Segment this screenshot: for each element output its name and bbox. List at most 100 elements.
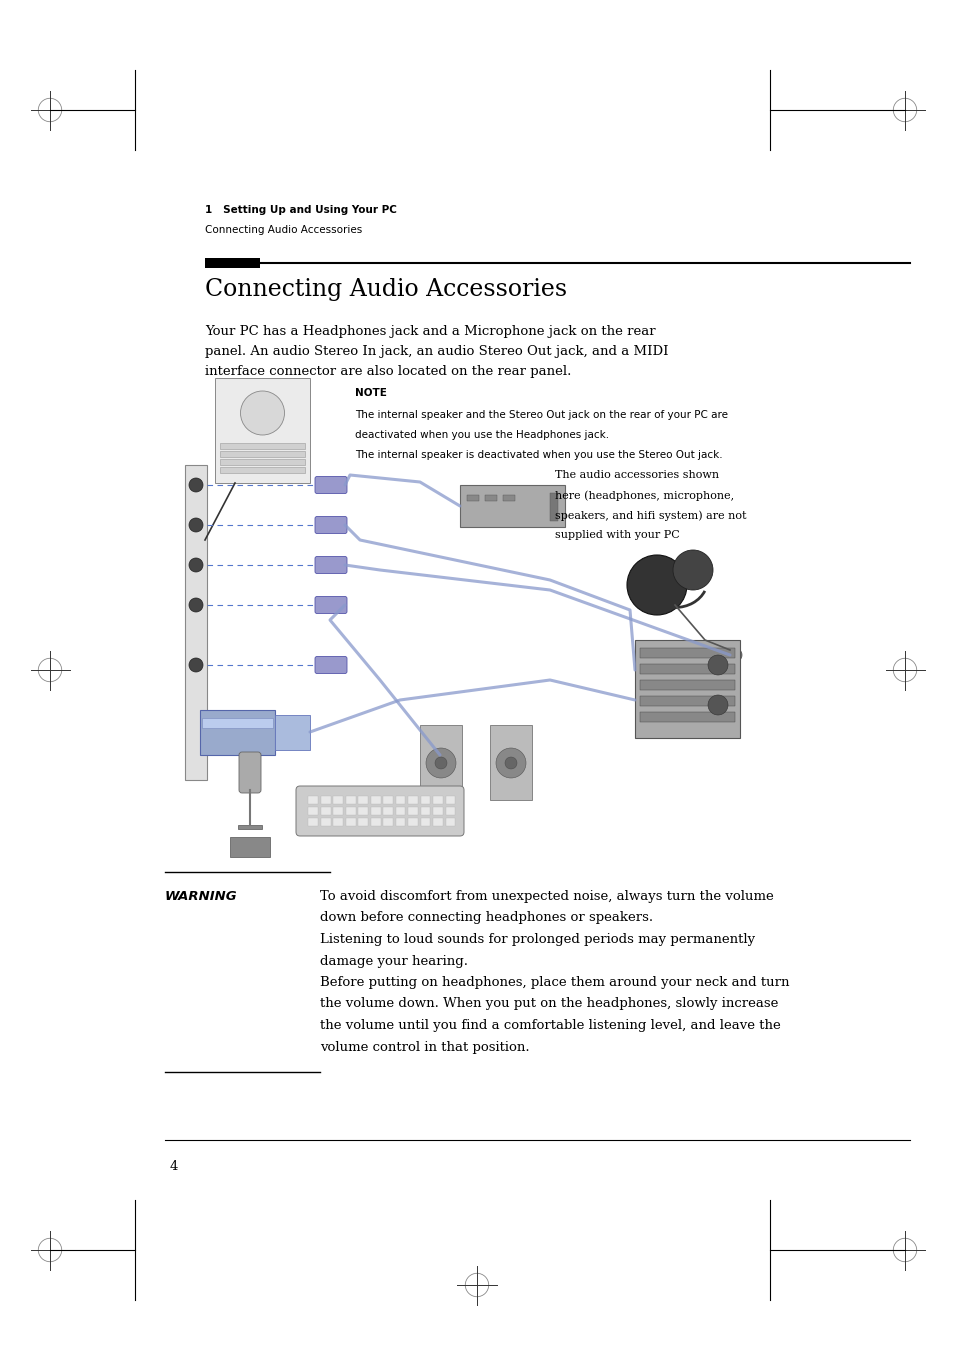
Circle shape bbox=[189, 598, 203, 612]
FancyBboxPatch shape bbox=[314, 516, 347, 534]
FancyBboxPatch shape bbox=[295, 786, 463, 836]
Bar bbox=[639, 680, 734, 690]
Bar bbox=[467, 494, 478, 501]
Circle shape bbox=[496, 748, 525, 778]
Bar bbox=[382, 796, 393, 804]
Text: volume control in that position.: volume control in that position. bbox=[319, 1040, 529, 1054]
Circle shape bbox=[189, 658, 203, 671]
Text: NOTE: NOTE bbox=[355, 388, 387, 399]
Bar bbox=[445, 807, 455, 815]
Text: Your PC has a Headphones jack and a Microphone jack on the rear: Your PC has a Headphones jack and a Micr… bbox=[205, 326, 655, 338]
Bar bbox=[484, 494, 497, 501]
Bar bbox=[433, 796, 442, 804]
Bar bbox=[357, 817, 368, 825]
Text: The internal speaker and the Stereo Out jack on the rear of your PC are: The internal speaker and the Stereo Out … bbox=[355, 409, 727, 420]
FancyBboxPatch shape bbox=[314, 657, 347, 674]
Bar bbox=[345, 817, 355, 825]
Bar bbox=[320, 796, 330, 804]
Text: Connecting Audio Accessories: Connecting Audio Accessories bbox=[205, 226, 362, 235]
Text: WARNING: WARNING bbox=[165, 890, 237, 902]
Bar bbox=[420, 807, 430, 815]
Bar bbox=[639, 712, 734, 721]
Text: down before connecting headphones or speakers.: down before connecting headphones or spe… bbox=[319, 912, 653, 924]
Bar bbox=[220, 459, 305, 465]
Bar bbox=[382, 807, 393, 815]
Circle shape bbox=[426, 748, 456, 778]
Circle shape bbox=[435, 757, 447, 769]
Bar bbox=[395, 807, 405, 815]
Circle shape bbox=[626, 555, 686, 615]
Bar bbox=[308, 796, 317, 804]
Bar bbox=[357, 796, 368, 804]
Circle shape bbox=[189, 478, 203, 492]
Bar bbox=[420, 796, 430, 804]
Text: deactivated when you use the Headphones jack.: deactivated when you use the Headphones … bbox=[355, 430, 608, 440]
Bar bbox=[502, 494, 515, 501]
Bar bbox=[333, 807, 343, 815]
Bar bbox=[274, 715, 310, 750]
Bar bbox=[382, 817, 393, 825]
Text: The audio accessories shown: The audio accessories shown bbox=[555, 470, 719, 480]
Bar bbox=[220, 467, 305, 473]
Bar bbox=[395, 796, 405, 804]
FancyBboxPatch shape bbox=[314, 557, 347, 574]
Circle shape bbox=[707, 655, 727, 676]
FancyBboxPatch shape bbox=[314, 477, 347, 493]
Text: damage your hearing.: damage your hearing. bbox=[319, 955, 468, 967]
Bar bbox=[237, 825, 262, 830]
Circle shape bbox=[707, 694, 727, 715]
Circle shape bbox=[189, 517, 203, 532]
Bar bbox=[230, 838, 270, 857]
Bar bbox=[370, 807, 380, 815]
Text: interface connector are also located on the rear panel.: interface connector are also located on … bbox=[205, 365, 571, 378]
Bar bbox=[445, 796, 455, 804]
Text: Listening to loud sounds for prolonged periods may permanently: Listening to loud sounds for prolonged p… bbox=[319, 934, 755, 946]
Bar bbox=[408, 817, 417, 825]
Text: Connecting Audio Accessories: Connecting Audio Accessories bbox=[205, 278, 566, 301]
Text: here (headphones, microphone,: here (headphones, microphone, bbox=[555, 490, 734, 501]
Bar bbox=[308, 817, 317, 825]
Text: The internal speaker is deactivated when you use the Stereo Out jack.: The internal speaker is deactivated when… bbox=[355, 450, 721, 459]
Text: the volume down. When you put on the headphones, slowly increase: the volume down. When you put on the hea… bbox=[319, 997, 778, 1011]
Circle shape bbox=[189, 558, 203, 571]
Bar bbox=[370, 817, 380, 825]
Text: 1   Setting Up and Using Your PC: 1 Setting Up and Using Your PC bbox=[205, 205, 396, 215]
Circle shape bbox=[672, 550, 712, 590]
Bar bbox=[320, 807, 330, 815]
Bar bbox=[333, 817, 343, 825]
Bar bbox=[345, 796, 355, 804]
Bar bbox=[205, 258, 260, 267]
Bar bbox=[220, 451, 305, 457]
FancyBboxPatch shape bbox=[239, 753, 261, 793]
Bar bbox=[445, 817, 455, 825]
Text: To avoid discomfort from unexpected noise, always turn the volume: To avoid discomfort from unexpected nois… bbox=[319, 890, 773, 902]
Bar bbox=[220, 443, 305, 449]
Text: 4: 4 bbox=[170, 1161, 178, 1173]
Text: supplied with your PC: supplied with your PC bbox=[555, 530, 679, 540]
Bar bbox=[433, 817, 442, 825]
FancyBboxPatch shape bbox=[314, 597, 347, 613]
Bar bbox=[635, 640, 740, 738]
Text: speakers, and hifi system) are not: speakers, and hifi system) are not bbox=[555, 509, 745, 520]
Bar bbox=[202, 717, 273, 728]
Bar bbox=[408, 807, 417, 815]
Bar bbox=[550, 493, 558, 521]
Bar bbox=[433, 807, 442, 815]
Bar bbox=[357, 807, 368, 815]
Bar bbox=[639, 648, 734, 658]
Circle shape bbox=[240, 390, 284, 435]
Bar bbox=[333, 796, 343, 804]
Bar bbox=[419, 725, 461, 800]
Circle shape bbox=[504, 757, 517, 769]
Bar bbox=[200, 711, 274, 755]
Bar bbox=[308, 807, 317, 815]
Bar bbox=[639, 696, 734, 707]
Bar bbox=[395, 817, 405, 825]
Bar bbox=[320, 817, 330, 825]
Bar bbox=[459, 485, 564, 527]
Bar bbox=[214, 378, 310, 484]
Bar bbox=[185, 465, 207, 780]
Circle shape bbox=[727, 648, 741, 662]
Bar bbox=[639, 663, 734, 674]
Text: the volume until you find a comfortable listening level, and leave the: the volume until you find a comfortable … bbox=[319, 1019, 780, 1032]
